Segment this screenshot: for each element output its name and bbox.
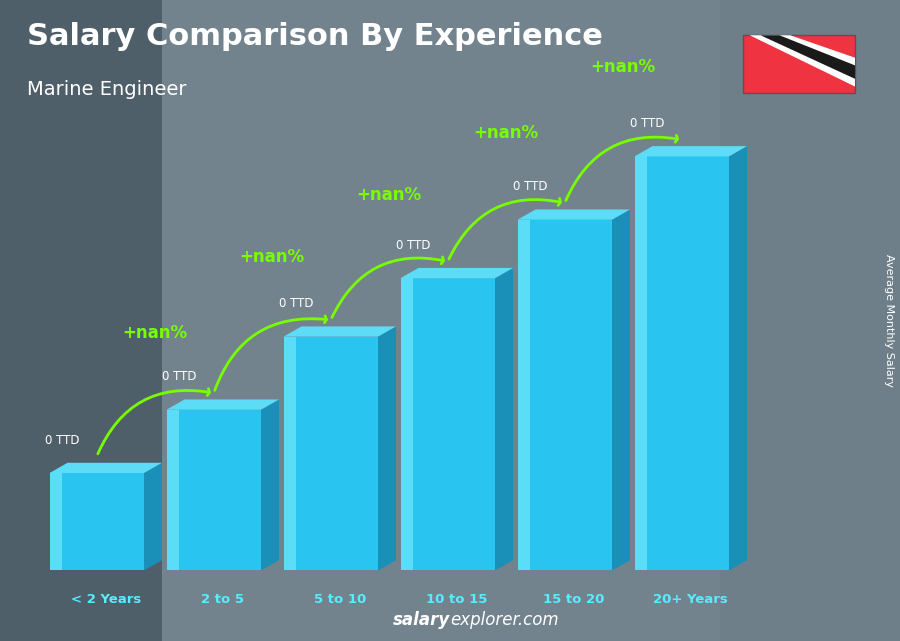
Bar: [0, 0, 162, 641]
Bar: [720, 0, 900, 641]
Polygon shape: [144, 463, 162, 570]
Text: +nan%: +nan%: [122, 324, 188, 342]
Bar: [634, 156, 647, 570]
Text: 5 to 10: 5 to 10: [313, 593, 366, 606]
Polygon shape: [166, 399, 279, 410]
Bar: [518, 220, 530, 570]
Bar: [284, 337, 296, 570]
Polygon shape: [284, 326, 396, 337]
Bar: [400, 278, 495, 570]
Text: Average Monthly Salary: Average Monthly Salary: [884, 254, 895, 387]
Text: 15 to 20: 15 to 20: [543, 593, 605, 606]
Text: 0 TTD: 0 TTD: [162, 370, 196, 383]
Text: 0 TTD: 0 TTD: [45, 434, 79, 447]
Polygon shape: [518, 210, 630, 220]
Text: 0 TTD: 0 TTD: [630, 117, 664, 130]
Polygon shape: [495, 268, 513, 570]
Text: +nan%: +nan%: [590, 58, 656, 76]
Polygon shape: [50, 463, 162, 473]
Text: salary: salary: [392, 612, 450, 629]
Polygon shape: [612, 210, 630, 570]
Text: 0 TTD: 0 TTD: [396, 239, 430, 252]
Text: +nan%: +nan%: [473, 124, 539, 142]
Text: < 2 Years: < 2 Years: [70, 593, 141, 606]
Text: Salary Comparison By Experience: Salary Comparison By Experience: [27, 22, 603, 51]
Bar: [50, 473, 144, 570]
Polygon shape: [400, 268, 513, 278]
Bar: [50, 473, 62, 570]
Polygon shape: [378, 326, 396, 570]
Bar: [166, 410, 179, 570]
Bar: [284, 337, 378, 570]
Polygon shape: [634, 146, 747, 156]
Text: 0 TTD: 0 TTD: [279, 297, 313, 310]
Text: 10 to 15: 10 to 15: [426, 593, 488, 606]
Text: 0 TTD: 0 TTD: [513, 181, 547, 194]
Bar: [634, 156, 729, 570]
Polygon shape: [729, 146, 747, 570]
Bar: [166, 410, 261, 570]
Text: +nan%: +nan%: [239, 247, 305, 265]
Polygon shape: [261, 399, 279, 570]
Polygon shape: [750, 35, 855, 87]
Text: 2 to 5: 2 to 5: [202, 593, 244, 606]
Text: explorer.com: explorer.com: [450, 612, 559, 629]
Text: Marine Engineer: Marine Engineer: [27, 80, 186, 99]
Polygon shape: [760, 35, 855, 79]
Text: +nan%: +nan%: [356, 186, 422, 204]
Text: 20+ Years: 20+ Years: [653, 593, 728, 606]
Bar: [162, 0, 720, 641]
Bar: [742, 35, 855, 93]
Bar: [518, 220, 612, 570]
Bar: [400, 278, 413, 570]
